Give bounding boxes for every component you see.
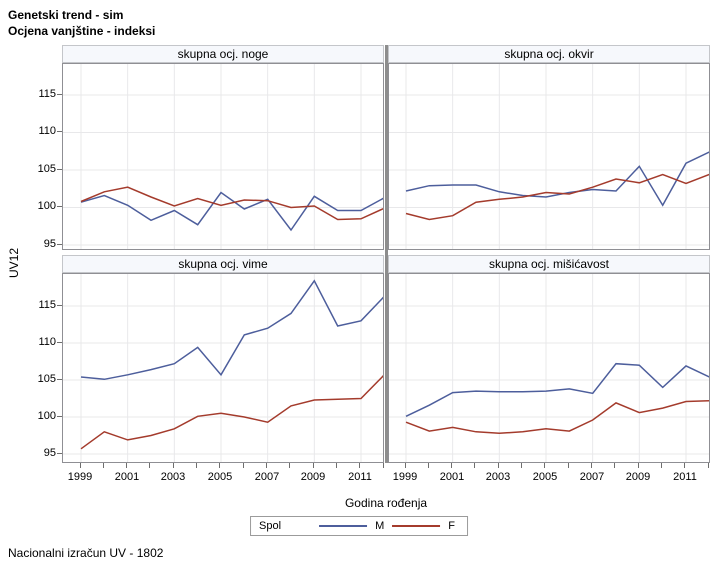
x-tick-mark bbox=[568, 463, 569, 468]
x-tick-label: 2009 bbox=[625, 471, 651, 483]
series-line-f bbox=[405, 399, 709, 435]
x-tick-mark bbox=[451, 463, 452, 468]
series-line-m bbox=[80, 191, 383, 232]
panel-plot-area bbox=[63, 64, 383, 249]
x-tick-label: 2005 bbox=[207, 471, 233, 483]
y-tick-mark bbox=[57, 244, 62, 245]
y-tick-mark bbox=[57, 94, 62, 95]
x-tick-mark bbox=[638, 463, 639, 468]
x-tick-label: 2011 bbox=[673, 471, 697, 483]
legend-label-f: F bbox=[448, 520, 455, 532]
x-tick-mark bbox=[708, 463, 709, 468]
y-tick-mark bbox=[57, 342, 62, 343]
x-tick-mark bbox=[243, 463, 244, 468]
panel-header-okvir: skupna ocj. okvir bbox=[388, 45, 710, 63]
y-tick-mark bbox=[57, 416, 62, 417]
x-tick-mark bbox=[544, 463, 545, 468]
x-tick-mark bbox=[266, 463, 267, 468]
x-tick-mark bbox=[336, 463, 337, 468]
x-tick-mark bbox=[614, 463, 615, 468]
y-tick-label: 115 bbox=[38, 88, 56, 100]
y-tick-label: 95 bbox=[43, 447, 56, 459]
x-tick-label: 2009 bbox=[300, 471, 326, 483]
y-axis-label: UV12 bbox=[7, 247, 21, 279]
x-tick-mark bbox=[405, 463, 406, 468]
y-tick-label: 115 bbox=[38, 299, 56, 311]
x-tick-mark bbox=[126, 463, 127, 468]
x-tick-label: 2003 bbox=[485, 471, 511, 483]
series-line-f bbox=[405, 173, 709, 221]
plot-panel-okvir bbox=[388, 63, 710, 250]
x-tick-mark bbox=[80, 463, 81, 468]
x-tick-label: 2001 bbox=[114, 471, 140, 483]
y-tick-mark bbox=[57, 453, 62, 454]
x-tick-mark bbox=[219, 463, 220, 468]
x-tick-label: 2007 bbox=[254, 471, 280, 483]
panel-header-misicavost: skupna ocj. mišićavost bbox=[388, 255, 710, 273]
y-tick-label: 110 bbox=[38, 125, 56, 137]
panel-header-noge: skupna ocj. noge bbox=[62, 45, 384, 63]
x-tick-mark bbox=[428, 463, 429, 468]
graph-title-line1: Genetski trend - sim bbox=[8, 8, 124, 22]
y-tick-label: 105 bbox=[37, 163, 56, 175]
series-line-f bbox=[80, 375, 383, 450]
y-tick-label: 100 bbox=[37, 200, 56, 212]
x-tick-mark bbox=[289, 463, 290, 468]
legend-title: Spol bbox=[259, 520, 282, 532]
x-tick-mark bbox=[661, 463, 662, 468]
graph-title-line2: Ocjena vanjštine - indeksi bbox=[8, 24, 156, 38]
x-tick-mark bbox=[591, 463, 592, 468]
y-tick-mark bbox=[57, 305, 62, 306]
y-tick-mark bbox=[57, 169, 62, 170]
x-tick-label: 2005 bbox=[532, 471, 558, 483]
x-tick-mark bbox=[521, 463, 522, 468]
y-tick-mark bbox=[57, 131, 62, 132]
x-tick-label: 1999 bbox=[67, 471, 93, 483]
legend-label-m: M bbox=[375, 520, 385, 532]
x-axis-label: Godina rođenja bbox=[344, 496, 428, 510]
column-divider bbox=[385, 45, 388, 463]
plot-panel-noge bbox=[62, 63, 384, 250]
y-tick-label: 100 bbox=[37, 410, 56, 422]
series-line-m bbox=[80, 279, 383, 381]
panel-plot-area bbox=[389, 64, 709, 249]
plot-panel-vime bbox=[62, 273, 384, 463]
x-tick-mark bbox=[313, 463, 314, 468]
y-tick-mark bbox=[57, 379, 62, 380]
x-tick-mark bbox=[196, 463, 197, 468]
panel-plot-area bbox=[389, 274, 709, 462]
footnote: Nacionalni izračun UV - 1802 bbox=[8, 546, 164, 560]
x-tick-label: 2011 bbox=[348, 471, 372, 483]
series-line-m bbox=[405, 362, 709, 417]
x-tick-mark bbox=[173, 463, 174, 468]
legend-line-m-icon bbox=[319, 525, 368, 527]
x-tick-mark bbox=[684, 463, 685, 468]
y-tick-label: 105 bbox=[37, 373, 56, 385]
legend: Spol M F bbox=[250, 516, 468, 536]
y-tick-label: 110 bbox=[38, 336, 56, 348]
y-tick-label: 95 bbox=[43, 238, 56, 250]
x-tick-label: 2007 bbox=[579, 471, 605, 483]
x-tick-mark bbox=[474, 463, 475, 468]
y-tick-mark bbox=[57, 206, 62, 207]
x-tick-mark bbox=[103, 463, 104, 468]
series-line-f bbox=[80, 186, 383, 221]
x-tick-label: 2001 bbox=[439, 471, 465, 483]
x-tick-label: 2003 bbox=[160, 471, 186, 483]
x-tick-mark bbox=[383, 463, 384, 468]
panel-plot-area bbox=[63, 274, 383, 462]
panel-header-vime: skupna ocj. vime bbox=[62, 255, 384, 273]
x-tick-mark bbox=[149, 463, 150, 468]
x-tick-mark bbox=[498, 463, 499, 468]
plot-panel-misicavost bbox=[388, 273, 710, 463]
x-tick-mark bbox=[359, 463, 360, 468]
legend-line-f-icon bbox=[392, 525, 441, 527]
x-tick-label: 1999 bbox=[392, 471, 418, 483]
series-line-m bbox=[405, 151, 709, 207]
